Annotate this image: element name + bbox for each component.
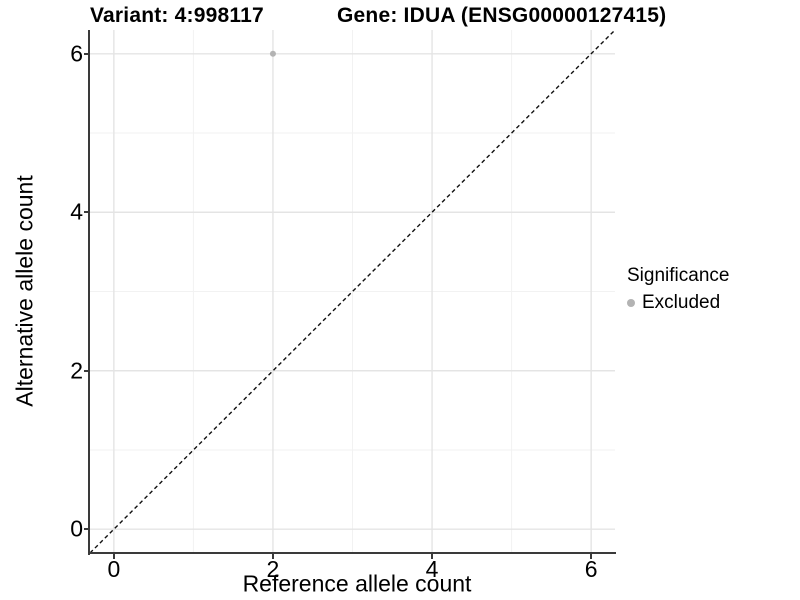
x-tick-label: 2 bbox=[266, 556, 280, 582]
x-axis-title: Reference allele count bbox=[242, 570, 472, 597]
x-tick-label: 0 bbox=[107, 556, 121, 582]
legend: Significance Excluded bbox=[627, 264, 729, 314]
x-tick-mark bbox=[112, 554, 115, 559]
y-tick-label: 0 bbox=[70, 515, 83, 542]
legend-title: Significance bbox=[627, 265, 730, 286]
y-axis-title: Alternative allele count bbox=[11, 175, 38, 407]
x-axis-line bbox=[88, 552, 616, 554]
x-tick-mark bbox=[271, 554, 274, 559]
y-tick-mark bbox=[84, 369, 89, 372]
y-tick-label: 6 bbox=[70, 40, 83, 67]
legend-point-icon bbox=[627, 298, 635, 307]
x-tick-label: 4 bbox=[425, 556, 439, 582]
x-tick-mark bbox=[431, 554, 434, 559]
y-tick-mark bbox=[84, 52, 89, 55]
legend-items: Excluded bbox=[627, 291, 729, 314]
y-tick-mark bbox=[84, 528, 89, 531]
plot-title-variant: Variant: 4:998117 bbox=[90, 4, 264, 27]
y-tick-label: 2 bbox=[70, 357, 83, 384]
legend-item-excluded: Excluded bbox=[627, 291, 729, 314]
x-tick-label: 6 bbox=[584, 556, 598, 582]
identity-line bbox=[89, 29, 616, 554]
legend-item-label: Excluded bbox=[642, 292, 721, 313]
x-tick-mark bbox=[590, 554, 593, 559]
y-tick-mark bbox=[84, 211, 89, 214]
plot-title-gene: Gene: IDUA (ENSG00000127415) bbox=[337, 4, 667, 27]
data-point-excluded bbox=[269, 50, 276, 57]
y-axis-line bbox=[88, 30, 90, 555]
y-tick-label: 4 bbox=[70, 198, 83, 225]
plot-canvas bbox=[89, 29, 616, 554]
plot-panel bbox=[89, 29, 616, 554]
